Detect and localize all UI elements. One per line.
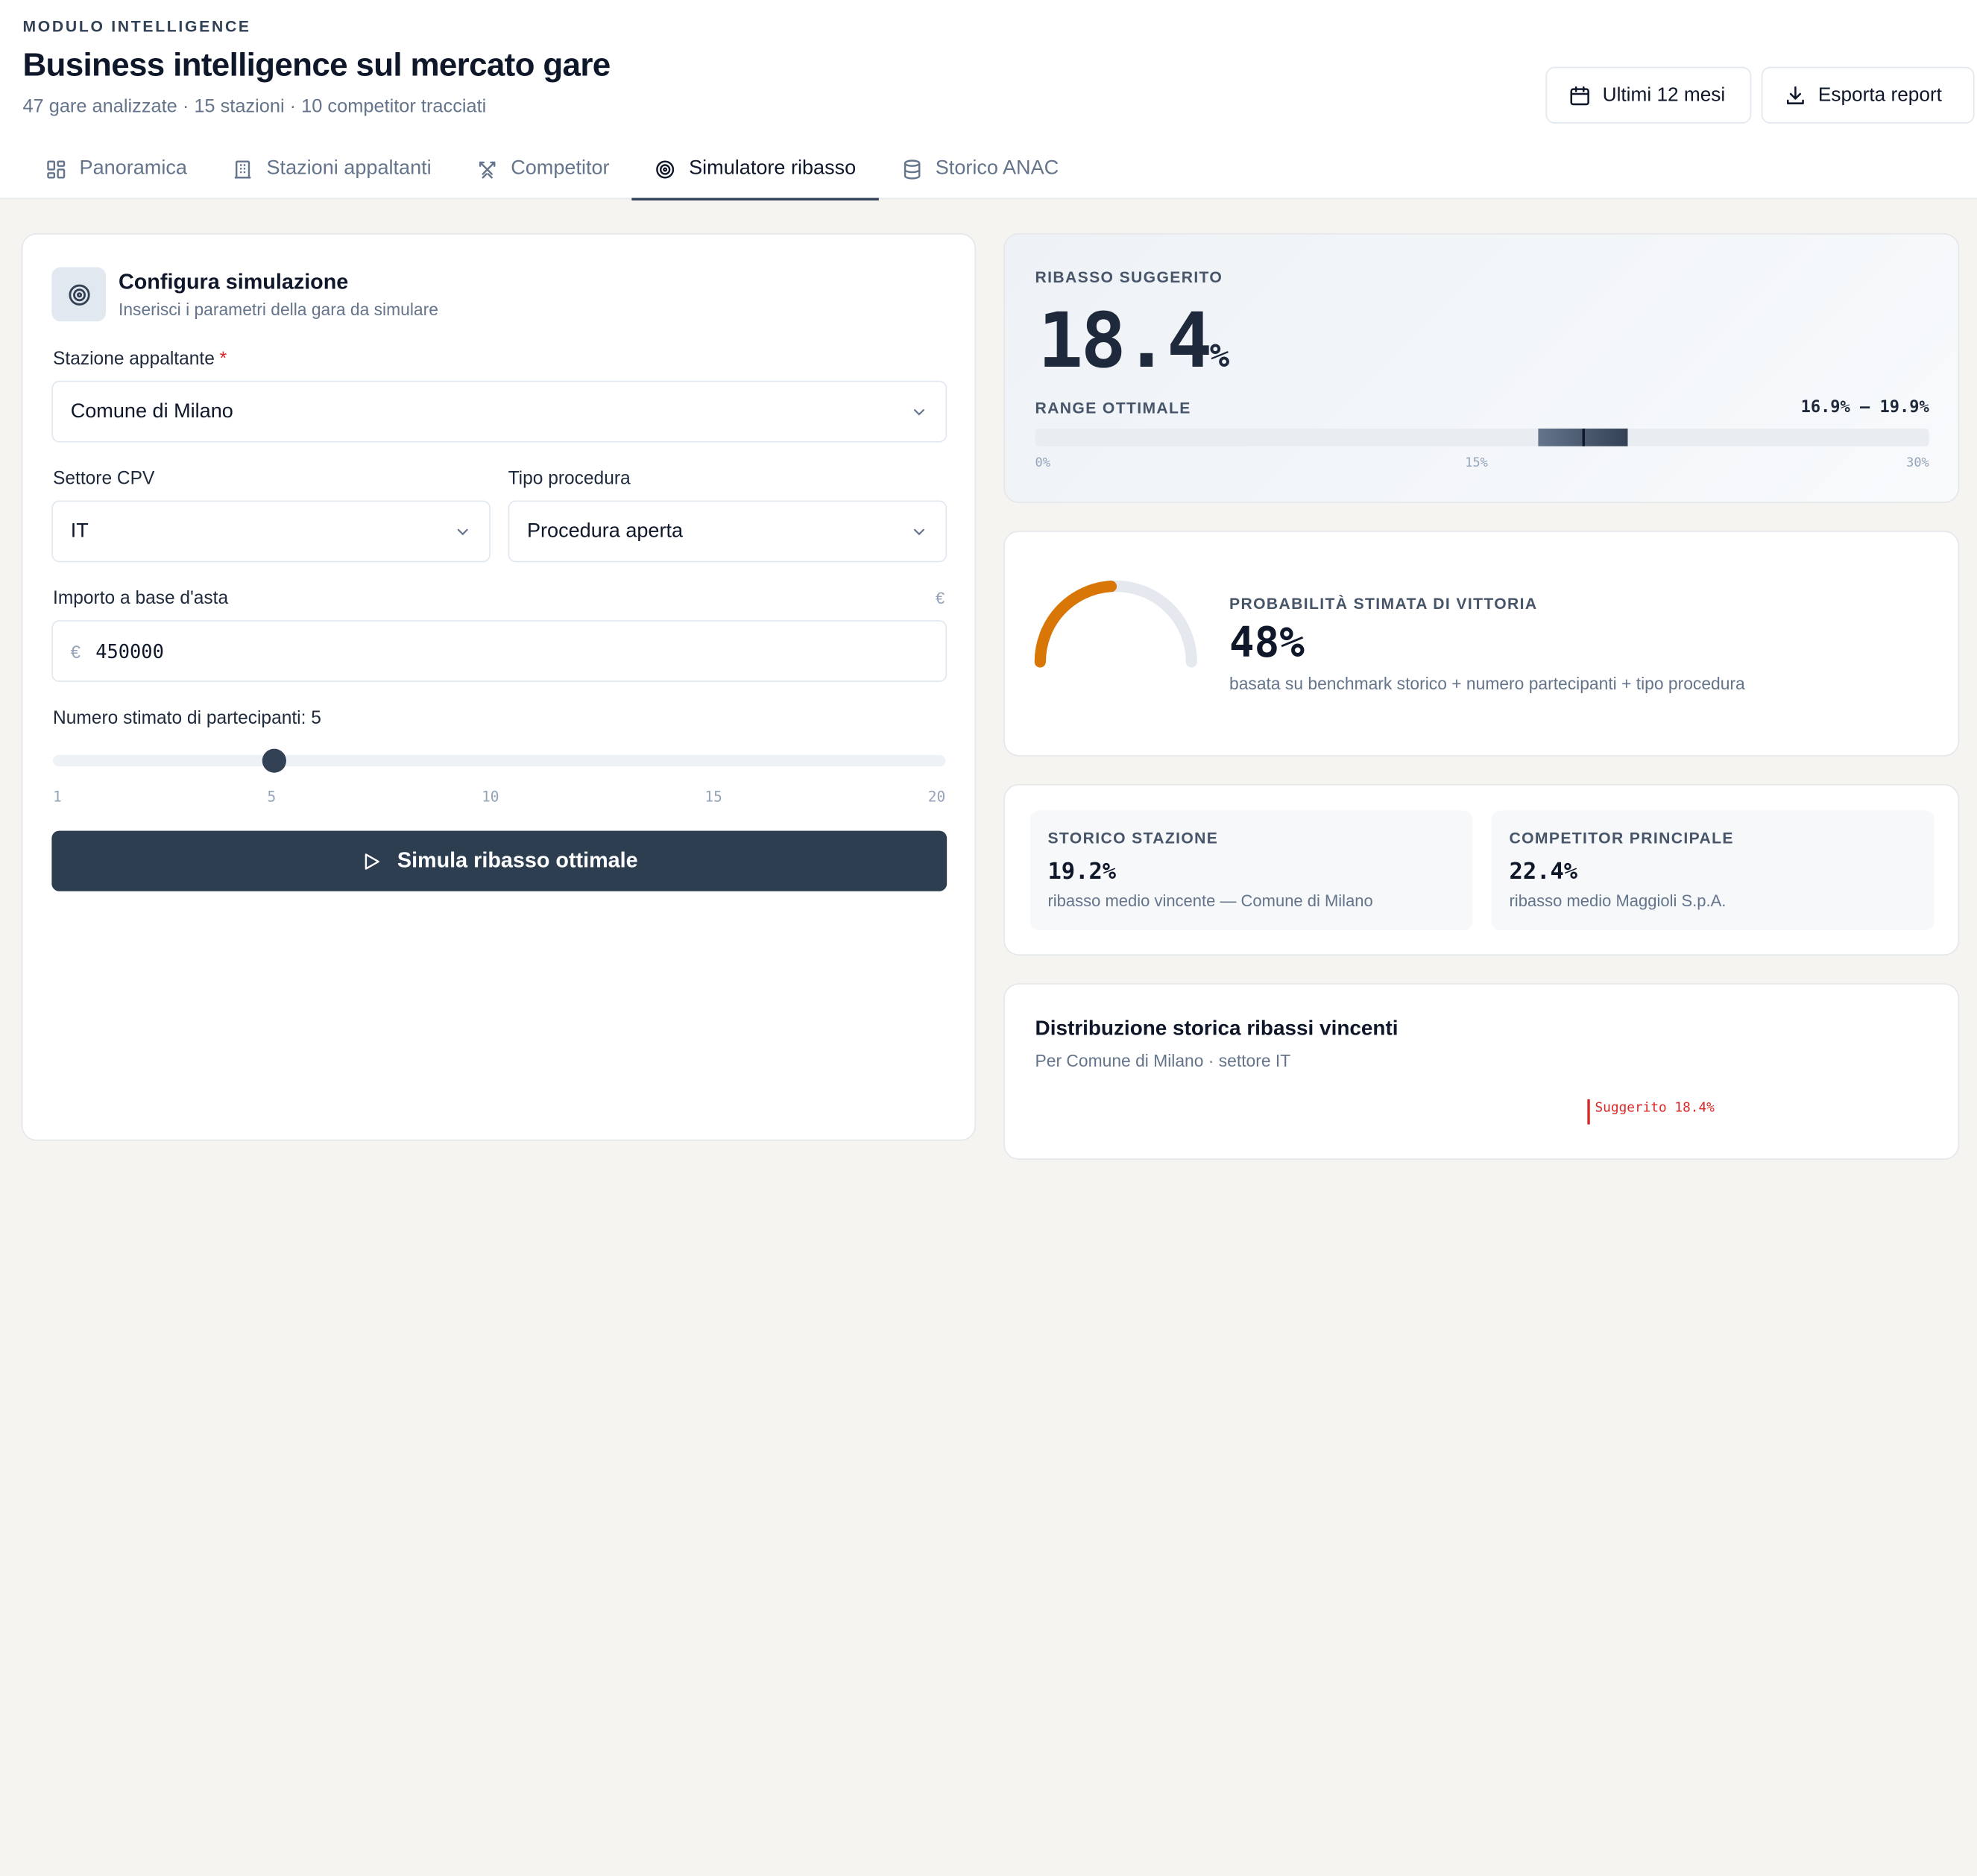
tab-panoramica[interactable]: Panoramica — [22, 139, 209, 199]
tab-competitor[interactable]: Competitor — [454, 139, 632, 199]
stat-value: 19.2% — [1047, 858, 1117, 885]
suggested-line — [1587, 1099, 1590, 1125]
config-badge — [51, 267, 107, 322]
module-kicker: MODULO INTELLIGENCE — [22, 17, 251, 36]
page-header: MODULO INTELLIGENCE Business intelligenc… — [0, 0, 1977, 200]
range-track — [1035, 429, 1929, 446]
participants-slider-thumb[interactable] — [261, 748, 286, 773]
cpv-select[interactable]: IT — [51, 500, 491, 563]
stat-note: ribasso medio vincente — Comune di Milan… — [1047, 891, 1373, 911]
range-text: 16.9% — 19.9% — [1800, 398, 1929, 417]
tab-label: Storico ANAC — [935, 157, 1059, 180]
range-caption: RANGE OTTIMALE — [1035, 399, 1191, 417]
cpv-value: IT — [70, 519, 89, 542]
stat-caption: COMPETITOR PRINCIPALE — [1509, 829, 1734, 847]
period-button-label: Ultimi 12 mesi — [1602, 83, 1726, 106]
procedure-label: Tipo procedura — [508, 469, 631, 490]
distribution-card: Distribuzione storica ribassi vincenti P… — [1003, 983, 1960, 1160]
station-history-tile: STORICO STAZIONE 19.2% ribasso medio vin… — [1030, 810, 1473, 931]
download-icon — [1786, 86, 1804, 104]
amount-input[interactable]: € 450000 — [51, 620, 947, 682]
stat-value: 22.4% — [1509, 858, 1578, 885]
suggested-value: 18.4 — [1037, 297, 1212, 386]
participants-slider-track[interactable] — [53, 755, 946, 767]
chevron-down-icon — [457, 528, 468, 535]
slider-scale: 1 5 10 15 20 — [53, 788, 945, 806]
axis-tick: 0% — [1035, 456, 1050, 470]
cpv-label: Settore CPV — [53, 469, 155, 490]
config-card: Configura simulazione Inserisci i parame… — [21, 233, 977, 1141]
euro-prefix: € — [70, 641, 81, 662]
play-icon — [365, 853, 380, 869]
tab-label: Competitor — [511, 157, 610, 180]
page-title: Business intelligence sul mercato gare — [22, 45, 611, 83]
tab-label: Stazioni appaltanti — [266, 157, 432, 180]
target-icon — [68, 283, 89, 306]
page-subtitle: 47 gare analizzate · 15 stazioni · 10 co… — [22, 95, 487, 118]
tab-stazioni-appaltanti[interactable]: Stazioni appaltanti — [209, 139, 454, 199]
export-report-label: Esporta report — [1817, 83, 1942, 106]
export-report-button[interactable]: Esporta report — [1761, 66, 1975, 124]
amount-value: 450000 — [95, 639, 164, 663]
gauge-track — [1034, 580, 1197, 668]
slider-tick: 15 — [704, 788, 722, 806]
chevron-down-icon — [913, 528, 924, 535]
distribution-subtitle: Per Comune di Milano · settore IT — [1035, 1051, 1291, 1070]
suggested-discount-card: RIBASSO SUGGERITO 18.4 % RANGE OTTIMALE … — [1003, 233, 1960, 503]
database-icon — [904, 159, 921, 179]
main-competitor-tile: COMPETITOR PRINCIPALE 22.4% ribasso medi… — [1491, 810, 1935, 931]
config-title: Configura simulazione — [118, 269, 349, 294]
probability-note: basata su benchmark storico + numero par… — [1229, 674, 1745, 694]
station-label-text: Stazione appaltante — [53, 349, 215, 370]
suggested-value-block: 18.4 % — [1038, 297, 1229, 385]
stat-caption: STORICO STAZIONE — [1047, 829, 1219, 847]
slider-tick: 20 — [927, 788, 946, 806]
gauge-fill — [1034, 581, 1117, 668]
probability-card: PROBABILITÀ STIMATA DI VITTORIA 48% basa… — [1003, 531, 1960, 757]
slider-tick: 5 — [267, 788, 277, 806]
suggested-marker-label: Suggerito 18.4% — [1595, 1100, 1715, 1116]
participants-label: Numero stimato di partecipanti: 5 — [53, 708, 321, 729]
simulate-button[interactable]: Simula ribasso ottimale — [51, 830, 947, 891]
swords-icon — [479, 160, 496, 178]
amount-label: Importo a base d'asta — [53, 588, 229, 609]
station-select[interactable]: Comune di Milano — [51, 380, 947, 443]
grid-icon — [47, 160, 66, 178]
tab-label: Simulatore ribasso — [689, 157, 857, 180]
axis-tick: 15% — [1465, 456, 1488, 470]
tab-storico-anac[interactable]: Storico ANAC — [879, 139, 1082, 199]
tab-simulatore-ribasso[interactable]: Simulatore ribasso — [632, 139, 879, 200]
tab-bar: Panoramica Stazioni appaltanti Competito… — [22, 139, 1082, 200]
config-subtitle: Inserisci i parametri della gara da simu… — [118, 300, 438, 319]
probability-value: 48% — [1229, 617, 1305, 667]
period-button[interactable]: Ultimi 12 mesi — [1545, 66, 1752, 124]
axis-tick: 30% — [1906, 456, 1929, 470]
building-icon — [235, 160, 251, 178]
calendar-icon — [1570, 86, 1589, 105]
procedure-value: Procedura aperta — [526, 519, 684, 542]
simulate-button-label: Simula ribasso ottimale — [397, 848, 638, 873]
amount-unit: € — [935, 588, 945, 608]
chevron-down-icon — [913, 408, 924, 415]
required-asterisk: * — [219, 349, 227, 370]
probability-gauge — [1034, 580, 1197, 668]
slider-tick: 10 — [482, 788, 499, 806]
station-label: Stazione appaltante * — [53, 349, 227, 369]
stat-note: ribasso medio Maggioli S.p.A. — [1509, 891, 1727, 911]
station-value: Comune di Milano — [70, 399, 233, 422]
distribution-title: Distribuzione storica ribassi vincenti — [1035, 1017, 1399, 1040]
stats-card: STORICO STAZIONE 19.2% ribasso medio vin… — [1003, 783, 1960, 956]
slider-tick: 1 — [53, 788, 62, 806]
probability-caption: PROBABILITÀ STIMATA DI VITTORIA — [1229, 595, 1538, 613]
suggested-unit: % — [1209, 338, 1230, 376]
procedure-select[interactable]: Procedura aperta — [508, 500, 947, 563]
tab-label: Panoramica — [79, 157, 187, 180]
suggested-caption: RIBASSO SUGGERITO — [1035, 268, 1223, 286]
suggested-marker — [1582, 429, 1585, 446]
target-icon — [656, 160, 675, 178]
